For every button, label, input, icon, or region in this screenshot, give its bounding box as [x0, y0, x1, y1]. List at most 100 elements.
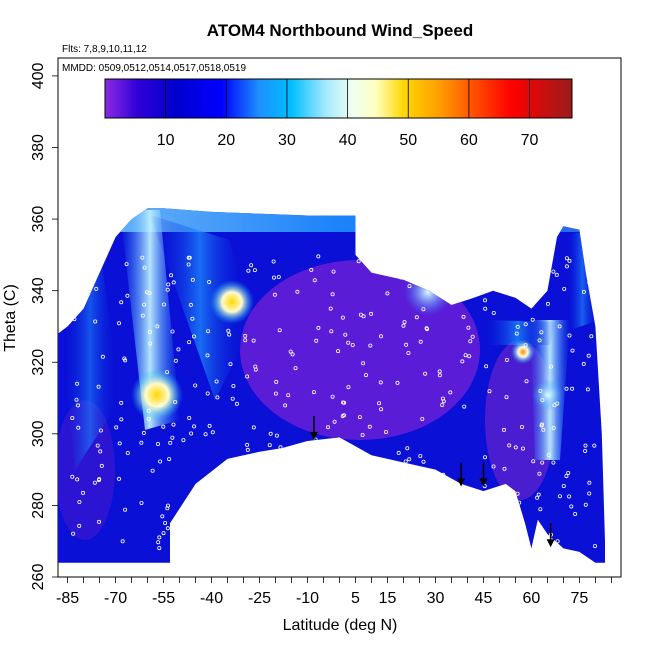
- obs-point: [482, 455, 487, 460]
- obs-point: [161, 302, 166, 307]
- obs-point: [517, 273, 522, 278]
- obs-point: [187, 340, 192, 345]
- obs-point: [340, 414, 345, 419]
- obs-point: [414, 315, 419, 320]
- obs-point: [176, 347, 181, 352]
- obs-point: [350, 526, 355, 531]
- obs-point: [345, 463, 350, 468]
- obs-point: [228, 362, 233, 367]
- obs-point: [230, 396, 235, 401]
- lightspot-north: [532, 379, 564, 411]
- obs-point: [173, 399, 178, 404]
- obs-point: [524, 379, 529, 384]
- colorbar-tick-label: 60: [460, 132, 478, 149]
- obs-point: [313, 504, 318, 509]
- obs-point: [146, 408, 151, 413]
- obs-point: [142, 302, 147, 307]
- obs-point: [501, 510, 506, 515]
- dates-note: MMDD: 0509,0512,0514,0517,0518,0519: [62, 63, 246, 74]
- obs-point: [405, 446, 410, 451]
- obs-point: [76, 403, 81, 408]
- obs-point: [564, 264, 569, 269]
- obs-point: [385, 291, 390, 296]
- obs-point: [245, 374, 250, 379]
- obs-point: [293, 366, 298, 371]
- obs-point: [325, 442, 330, 447]
- obs-point: [426, 512, 431, 517]
- obs-point: [489, 276, 494, 281]
- obs-point: [80, 261, 85, 266]
- obs-point: [486, 281, 491, 286]
- x-axis: -85 -70 -55 -40 -25 -10 5 15 30 45 60 75: [56, 577, 612, 607]
- colorbar-tick-label: 40: [339, 132, 357, 149]
- obs-point: [466, 325, 471, 330]
- obs-point: [395, 380, 400, 385]
- obs-point: [376, 492, 381, 497]
- obs-point: [507, 443, 512, 448]
- obs-point: [523, 343, 528, 348]
- obs-point: [215, 395, 220, 400]
- obs-point: [207, 540, 212, 545]
- obs-point: [334, 471, 339, 476]
- colorbar-ticks: 10 20 30 40 50 60 70: [157, 79, 539, 149]
- obs-point: [230, 480, 235, 485]
- obs-point: [283, 403, 288, 408]
- obs-point: [491, 310, 496, 315]
- obs-point: [161, 424, 166, 429]
- obs-point: [507, 526, 512, 531]
- obs-point: [309, 267, 314, 272]
- obs-point: [117, 441, 122, 446]
- obs-point: [423, 485, 428, 490]
- obs-point: [69, 288, 74, 293]
- colorbar: [104, 78, 573, 119]
- obs-point: [119, 400, 124, 405]
- obs-point: [312, 278, 317, 283]
- obs-point: [207, 423, 212, 428]
- obs-point: [74, 397, 79, 402]
- obs-point: [288, 500, 293, 505]
- obs-point: [396, 450, 401, 455]
- obs-point: [555, 539, 560, 544]
- obs-point: [459, 509, 464, 514]
- obs-point: [187, 415, 192, 420]
- field-purple-south: [58, 400, 115, 540]
- obs-point: [361, 519, 366, 524]
- obs-point: [246, 268, 251, 273]
- obs-point: [538, 388, 543, 393]
- x-tick-label: 45: [475, 590, 493, 607]
- obs-point: [404, 542, 409, 547]
- obs-point: [502, 466, 507, 471]
- obs-point: [328, 306, 333, 311]
- obs-point: [540, 398, 545, 403]
- obs-point: [364, 473, 369, 478]
- obs-point: [504, 545, 509, 550]
- obs-point: [531, 459, 536, 464]
- obs-point: [520, 446, 525, 451]
- obs-point: [357, 415, 362, 420]
- obs-point: [445, 494, 450, 499]
- obs-point: [142, 265, 147, 270]
- obs-point: [361, 361, 366, 366]
- x-tick-label: 60: [523, 590, 541, 607]
- profile-arrows: [309, 415, 555, 548]
- obs-point: [418, 339, 423, 344]
- obs-point: [490, 499, 495, 504]
- obs-point: [284, 456, 289, 461]
- obs-point: [482, 298, 487, 303]
- obs-point: [589, 334, 594, 339]
- obs-point: [423, 371, 428, 376]
- obs-point: [245, 442, 250, 447]
- obs-point: [229, 478, 234, 483]
- obs-point: [326, 450, 331, 455]
- obs-point: [509, 522, 514, 527]
- obs-point: [562, 286, 567, 291]
- obs-point: [567, 333, 572, 338]
- x-tick-label: 5: [351, 590, 360, 607]
- obs-point: [163, 521, 168, 526]
- colorbar-tick-label: 20: [217, 132, 235, 149]
- colorbar-tick-label: 70: [521, 132, 539, 149]
- obs-point: [311, 390, 316, 395]
- obs-point: [140, 255, 145, 260]
- obs-point: [99, 463, 104, 468]
- obs-point: [378, 334, 383, 339]
